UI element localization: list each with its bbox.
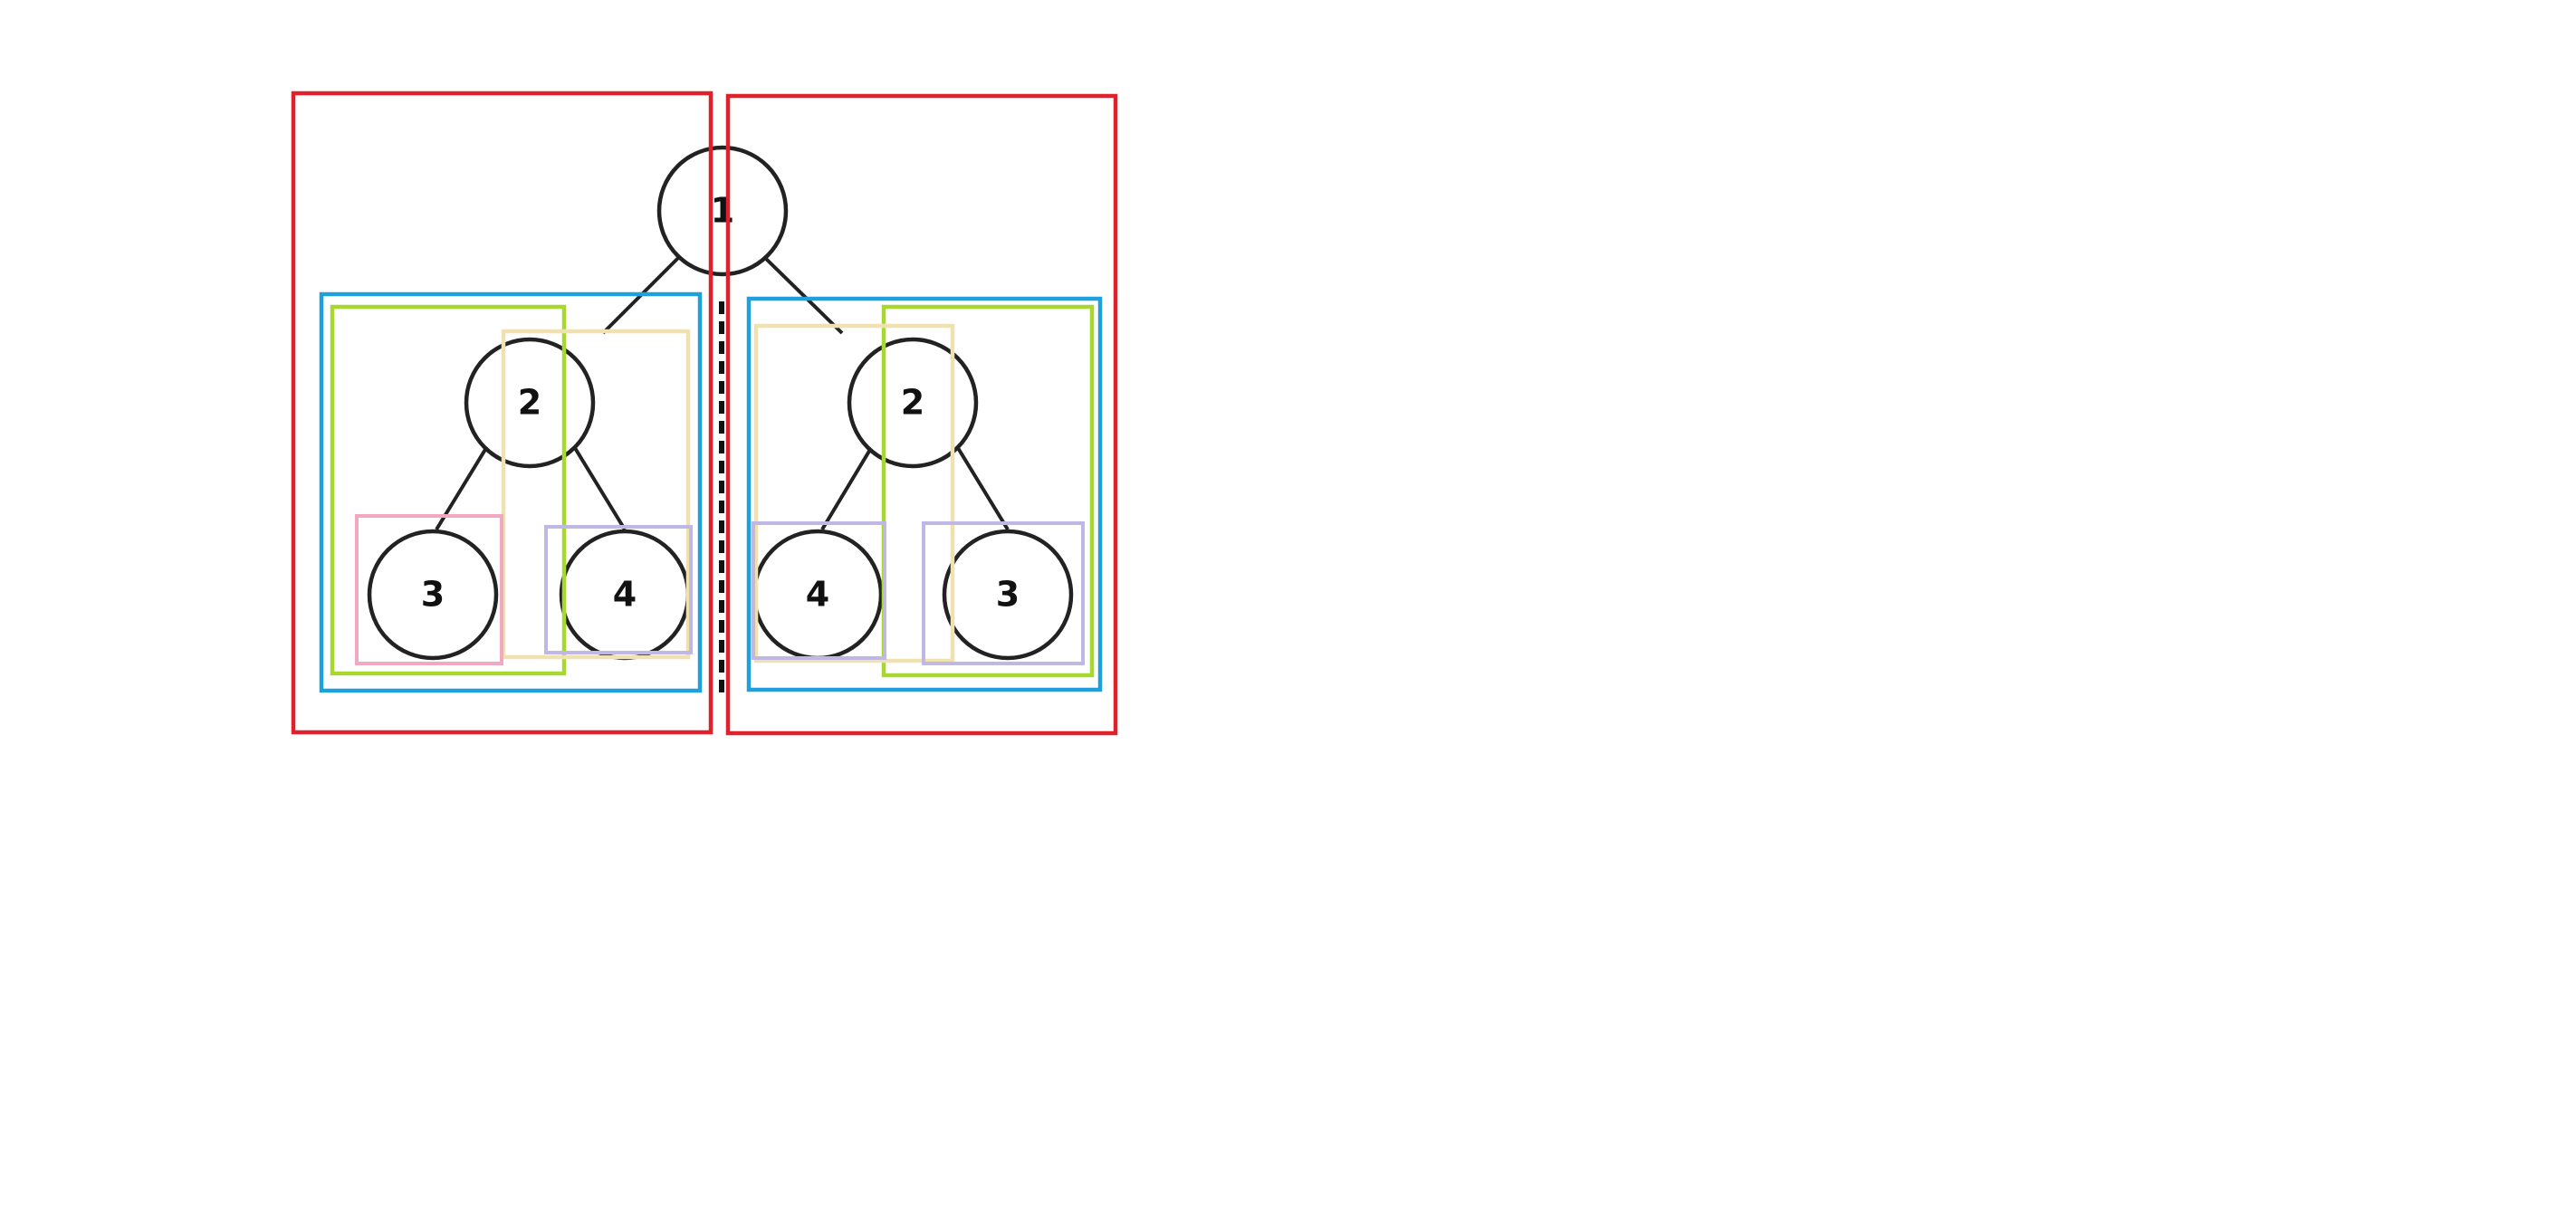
edge-root-to-right-child [761,253,844,335]
yellow-frame-left-inner-pair [501,329,691,660]
node-right-left-leaf-label: 4 [806,575,829,615]
node-left-right-leaf: 4 [559,529,691,661]
node-right-child: 2 [847,337,979,469]
green-frame-left-outer-pair [330,304,567,676]
edge-left-child-to-leaf-4 [570,442,627,531]
blue-frame-left-subtree [319,291,703,693]
node-right-right-leaf: 3 [942,529,1074,661]
node-root-label: 1 [711,191,734,231]
red-frame-left-half [291,91,713,735]
purple-frame-left-leaf-4 [544,525,693,654]
edge-right-child-to-leaf-3 [953,442,1010,531]
node-right-right-leaf-label: 3 [996,575,1020,615]
node-left-left-leaf: 3 [367,529,499,661]
red-frame-right-half [725,93,1118,736]
blue-frame-right-subtree [746,296,1103,692]
node-left-child: 2 [464,337,596,469]
node-left-child-label: 2 [518,383,541,423]
node-root: 1 [656,145,789,277]
node-left-left-leaf-label: 3 [421,575,445,615]
node-right-child-label: 2 [901,383,924,423]
yellow-frame-right-inner-pair [753,323,955,663]
pink-frame-left-leaf-3 [355,514,503,665]
edge-right-child-to-leaf-4 [820,442,876,531]
node-left-right-leaf-label: 4 [613,575,637,615]
purple-frame-right-leaf-4 [752,521,886,660]
green-frame-right-outer-pair [881,304,1095,678]
node-right-left-leaf: 4 [752,529,884,661]
purple-frame-right-leaf-3 [922,521,1085,665]
